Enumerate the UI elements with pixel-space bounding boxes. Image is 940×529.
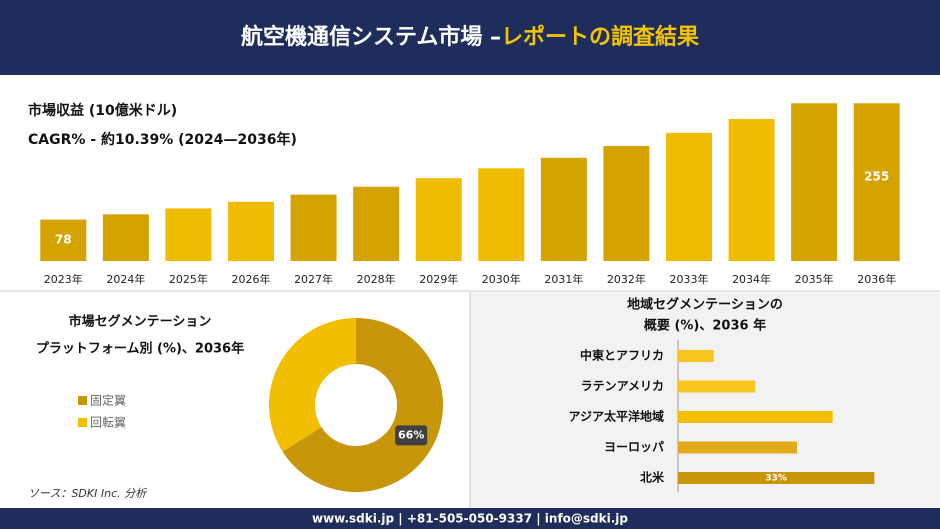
bar bbox=[228, 201, 274, 261]
x-tick-label: 2023年 bbox=[44, 272, 83, 286]
bar bbox=[353, 186, 400, 261]
bar bbox=[102, 214, 149, 261]
bar bbox=[678, 350, 714, 362]
chart-title: 概要 (%)、2036 年 bbox=[644, 318, 766, 334]
title-main: 航空機通信システム市場 – bbox=[241, 24, 501, 50]
y-tick-label: 北米 bbox=[640, 470, 665, 485]
header-title: 航空機通信システム市場 –レポートの調査結果 bbox=[241, 24, 699, 50]
bar bbox=[290, 194, 337, 261]
bar bbox=[678, 380, 756, 393]
bar bbox=[678, 411, 833, 423]
bar bbox=[666, 132, 712, 261]
x-tick-label: 2024年 bbox=[106, 272, 145, 286]
header-band bbox=[0, 0, 940, 75]
bar bbox=[678, 441, 797, 454]
x-tick-label: 2030年 bbox=[482, 272, 521, 286]
x-tick-label: 2025年 bbox=[169, 272, 208, 286]
data-label: 66% bbox=[398, 428, 424, 441]
x-tick-label: 2034年 bbox=[732, 272, 771, 286]
x-tick-label: 2029年 bbox=[419, 272, 458, 286]
bar bbox=[40, 219, 87, 261]
bar bbox=[603, 146, 650, 261]
bar bbox=[165, 208, 212, 261]
x-tick-label: 2033年 bbox=[670, 272, 709, 286]
bar bbox=[678, 472, 875, 484]
y-tick-label: 中東とアフリカ bbox=[580, 348, 664, 363]
y-tick-label: ヨーロッパ bbox=[604, 440, 664, 454]
legend-label: 回転翼 bbox=[90, 416, 126, 430]
donut-slice bbox=[269, 318, 356, 452]
bar bbox=[540, 157, 587, 261]
x-tick-label: 2026年 bbox=[232, 272, 271, 286]
source: ソース：SDKI Inc. 分析 bbox=[28, 487, 148, 500]
bar bbox=[791, 103, 838, 262]
chart-subtitle: CAGR% - 約10.39% (2024—2036年) bbox=[28, 131, 297, 148]
label-box bbox=[395, 425, 428, 446]
x-tick-label: 2031年 bbox=[544, 272, 583, 286]
data-label: 255 bbox=[864, 170, 889, 184]
x-tick-label: 2032年 bbox=[607, 272, 646, 286]
chart-title: 地域セグメンテーションの bbox=[627, 297, 783, 313]
bar bbox=[478, 168, 525, 261]
bar bbox=[728, 119, 775, 261]
y-tick-label: アジア太平洋地域 bbox=[568, 409, 664, 424]
data-label: 33% bbox=[765, 474, 787, 484]
y-tick-label: ラテンアメリカ bbox=[581, 379, 664, 393]
data-label: 78 bbox=[55, 233, 72, 247]
legend-swatch bbox=[78, 418, 87, 427]
chart-title: プラットフォーム別 (%)、2036年 bbox=[36, 341, 244, 357]
x-tick-label: 2035年 bbox=[795, 272, 834, 286]
chart-title: 市場収益 (10億米ドル) bbox=[28, 102, 177, 119]
legend-swatch bbox=[78, 396, 87, 405]
donut-slice bbox=[282, 318, 443, 492]
title-highlight: レポートの調査結果 bbox=[501, 24, 699, 50]
legend-label: 固定翼 bbox=[90, 393, 126, 408]
bar bbox=[853, 103, 900, 262]
bar bbox=[415, 178, 462, 261]
chart-title: 市場セグメンテーション bbox=[69, 314, 212, 330]
footer: www.sdki.jp | +81-505-050-9337 | info@sd… bbox=[312, 512, 628, 526]
x-tick-label: 2028年 bbox=[357, 272, 396, 286]
x-tick-label: 2027年 bbox=[294, 272, 333, 286]
footer-band bbox=[0, 508, 940, 529]
x-tick-label: 2036年 bbox=[857, 272, 896, 286]
